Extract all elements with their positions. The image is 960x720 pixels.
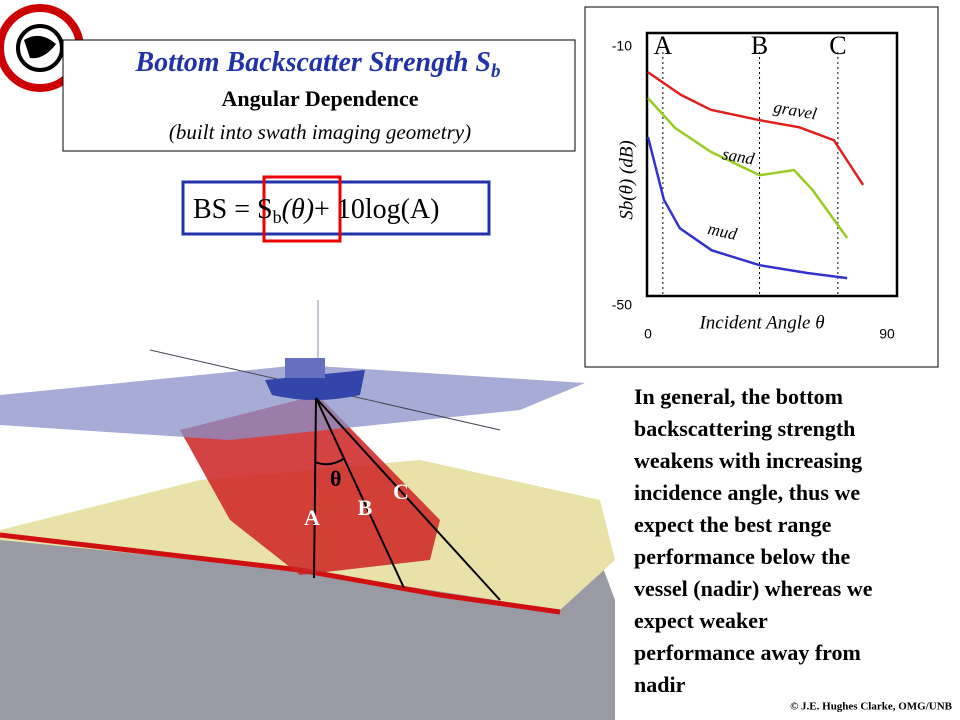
reference-label: A [653,31,672,60]
logo [0,4,84,92]
body-line: nadir [634,672,686,697]
title: Bottom Backscatter Strength Sb [135,47,501,82]
y-tick-label: -10 [612,38,632,54]
subtitle: Angular Dependence [222,86,419,111]
body-text: In general, the bottom backscattering str… [634,384,873,697]
body-line: In general, the bottom [634,384,843,409]
body-line: expect weaker [634,608,768,633]
x-tick-label: 90 [879,326,895,342]
formula-sub: b [273,207,282,227]
chart-frame [584,6,939,368]
formula-box [181,180,491,236]
reference-label: B [751,31,768,60]
formula-theta: (θ) [282,194,314,225]
formula-left: BS = S [193,194,273,225]
formula: BS = Sb(θ)+ 10log(A) [193,194,439,227]
illustration: θ A B C [0,300,615,720]
formula-right: + 10log(A) [314,194,439,225]
credit: © J.E. Hughes Clarke, OMG/UNB [790,701,953,713]
series-line [647,97,849,239]
reference-label: C [829,31,846,60]
y-tick-label: -50 [612,297,632,313]
title-box [62,39,576,152]
beam-label: A [304,505,320,530]
x-axis-label: Incident Angle θ [698,312,824,333]
y-axis-label: Sb(θ) (dB) [616,140,637,220]
beam-label: B [358,495,373,520]
body-line: expect the best range [634,512,832,537]
body-line: vessel (nadir) whereas we [634,576,873,601]
body-line: incidence angle, thus we [634,480,860,505]
plot-frame [645,31,899,298]
angle-label: θ [330,466,341,491]
body-line: performance away from [634,640,861,665]
body-line: backscattering strength [634,416,855,441]
body-line: weakens with increasing [634,448,862,473]
beam-label: C [393,479,409,504]
highlight-box [262,175,342,243]
body-line: performance below the [634,544,851,569]
series-line [647,71,865,186]
title-sub: b [491,61,501,82]
note: (built into swath imaging geometry) [169,120,471,144]
x-tick-label: 0 [644,326,652,342]
series-line [646,136,848,280]
title-text: Bottom Backscatter Strength S [135,47,492,78]
